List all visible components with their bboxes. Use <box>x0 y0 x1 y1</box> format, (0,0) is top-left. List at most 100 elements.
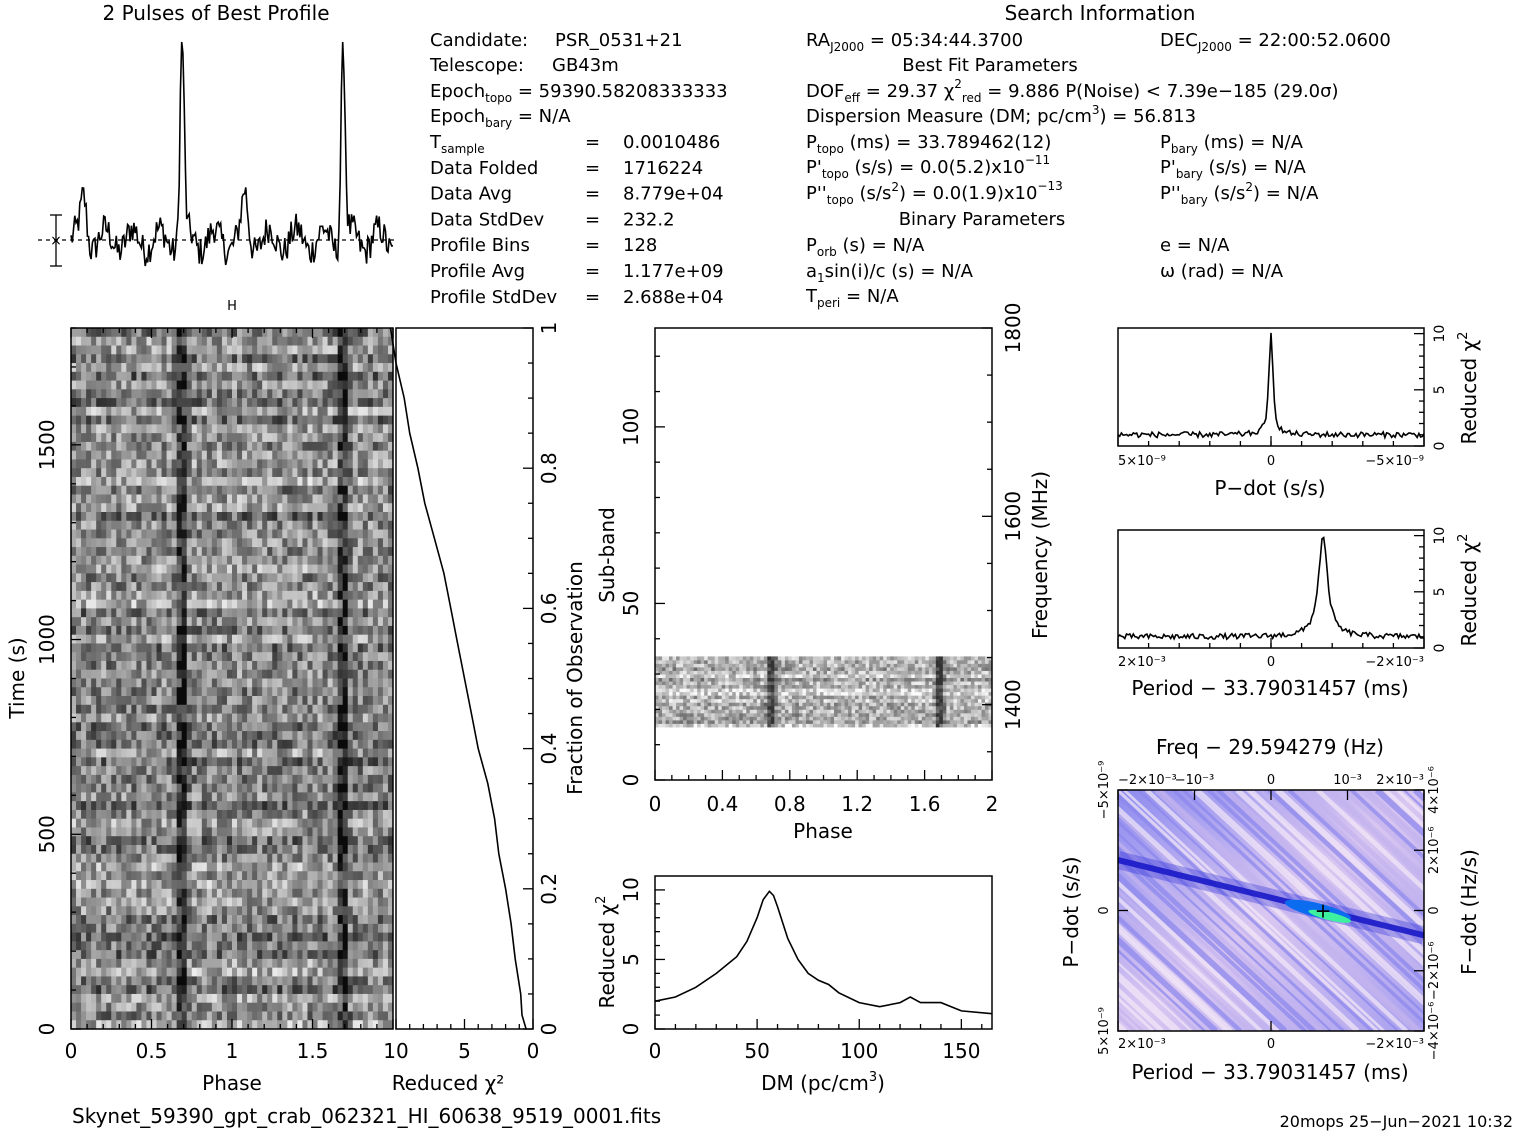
time-phase-cell <box>91 792 97 802</box>
time-phase-cell <box>387 836 394 846</box>
time-phase-cell <box>277 687 283 697</box>
time-phase-cell <box>181 380 188 390</box>
time-phase-cell <box>232 722 238 732</box>
time-phase-cell <box>297 704 303 714</box>
time-phase-cell <box>226 476 233 487</box>
time-phase-cell <box>91 494 97 504</box>
time-phase-cell <box>267 853 273 863</box>
time-phase-cell <box>161 757 167 767</box>
time-phase-cell <box>171 757 178 767</box>
time-phase-cell <box>282 766 288 776</box>
time-phase-cell <box>216 643 223 653</box>
time-phase-cell <box>191 880 198 890</box>
time-phase-cell <box>216 809 223 820</box>
time-phase-cell <box>131 757 137 767</box>
time-phase-cell <box>221 704 228 714</box>
time-phase-cell <box>372 669 379 679</box>
time-phase-cell <box>347 485 354 495</box>
time-phase-cell <box>156 731 162 741</box>
time-phase-cell <box>272 547 278 557</box>
time-phase-cell <box>201 398 208 408</box>
time-phase-cell <box>322 547 328 557</box>
time-phase-cell <box>387 485 394 495</box>
time-phase-cell <box>121 354 127 364</box>
time-phase-cell <box>377 547 384 557</box>
time-phase-cell <box>131 818 137 828</box>
time-phase-cell <box>297 985 303 995</box>
time-phase-cell <box>322 389 328 399</box>
time-phase-cell <box>307 617 313 627</box>
time-phase-cell <box>242 774 248 785</box>
time-phase-cell <box>232 669 238 679</box>
time-phase-cell <box>322 441 328 452</box>
time-phase-cell <box>382 441 389 452</box>
time-phase-cell <box>307 783 313 793</box>
time-phase-cell <box>156 363 162 373</box>
time-phase-cell <box>71 766 77 776</box>
time-phase-cell <box>312 512 318 522</box>
time-phase-cell <box>372 871 379 881</box>
time-phase-cell <box>352 836 359 846</box>
time-phase-cell <box>272 906 278 916</box>
time-phase-cell <box>81 678 87 688</box>
time-phase-cell <box>347 844 354 855</box>
time-phase-cell <box>166 696 173 706</box>
time-phase-cell <box>232 433 238 443</box>
time-phase-cell <box>347 871 354 881</box>
time-phase-cell <box>267 888 273 898</box>
time-phase-cell <box>211 713 218 723</box>
time-phase-cell <box>226 398 233 408</box>
time-phase-cell <box>111 476 117 487</box>
time-phase-cell <box>372 512 379 522</box>
time-phase-cell <box>262 827 268 837</box>
time-phase-cell <box>347 652 354 662</box>
time-phase-cell <box>191 520 198 530</box>
time-phase-cell <box>101 687 107 697</box>
time-phase-cell <box>71 748 77 758</box>
time-phase-cell <box>201 932 208 942</box>
time-phase-cell <box>337 687 344 697</box>
time-phase-cell <box>287 406 293 417</box>
time-phase-cell <box>357 617 364 627</box>
time-phase-cell <box>176 345 183 355</box>
time-phase-cell <box>352 398 359 408</box>
time-phase-cell <box>342 704 349 714</box>
time-phase-cell <box>101 389 107 399</box>
time-phase-cell <box>287 336 293 346</box>
time-phase-cell <box>272 485 278 495</box>
time-phase-cell <box>327 696 334 706</box>
time-phase-cell <box>322 967 328 977</box>
time-phase-cell <box>282 336 288 346</box>
time-phase-cell <box>71 555 77 565</box>
time-phase-cell <box>146 415 152 425</box>
time-phase-cell <box>262 844 268 855</box>
time-phase-cell <box>101 818 107 828</box>
time-phase-cell <box>121 704 127 714</box>
time-phase-cell <box>297 853 303 863</box>
time-phase-cell <box>267 993 273 1004</box>
time-phase-cell <box>186 328 193 338</box>
time-phase-cell <box>307 809 313 820</box>
time-phase-cell <box>242 696 248 706</box>
time-phase-cell <box>216 915 223 925</box>
epoch-bary-value: N/A <box>539 106 572 127</box>
time-phase-cell <box>317 827 323 837</box>
time-phase-cell <box>322 950 328 960</box>
time-phase-cell <box>347 932 354 942</box>
time-phase-cell <box>282 328 288 338</box>
time-phase-cell <box>206 433 213 443</box>
time-phase-cell <box>166 757 173 767</box>
time-phase-cell <box>277 915 283 925</box>
time-phase-cell <box>196 862 203 872</box>
time-phase-cell <box>382 985 389 995</box>
time-phase-cell <box>196 985 203 995</box>
time-phase-cell <box>312 888 318 898</box>
time-phase-cell <box>106 941 112 951</box>
time-phase-cell <box>151 678 157 688</box>
time-phase-cell <box>257 923 263 934</box>
time-phase-cell <box>257 538 263 548</box>
time-phase-cell <box>196 652 203 662</box>
time-phase-cell <box>352 555 359 565</box>
time-phase-cell <box>206 783 213 793</box>
time-phase-cell <box>86 494 92 504</box>
